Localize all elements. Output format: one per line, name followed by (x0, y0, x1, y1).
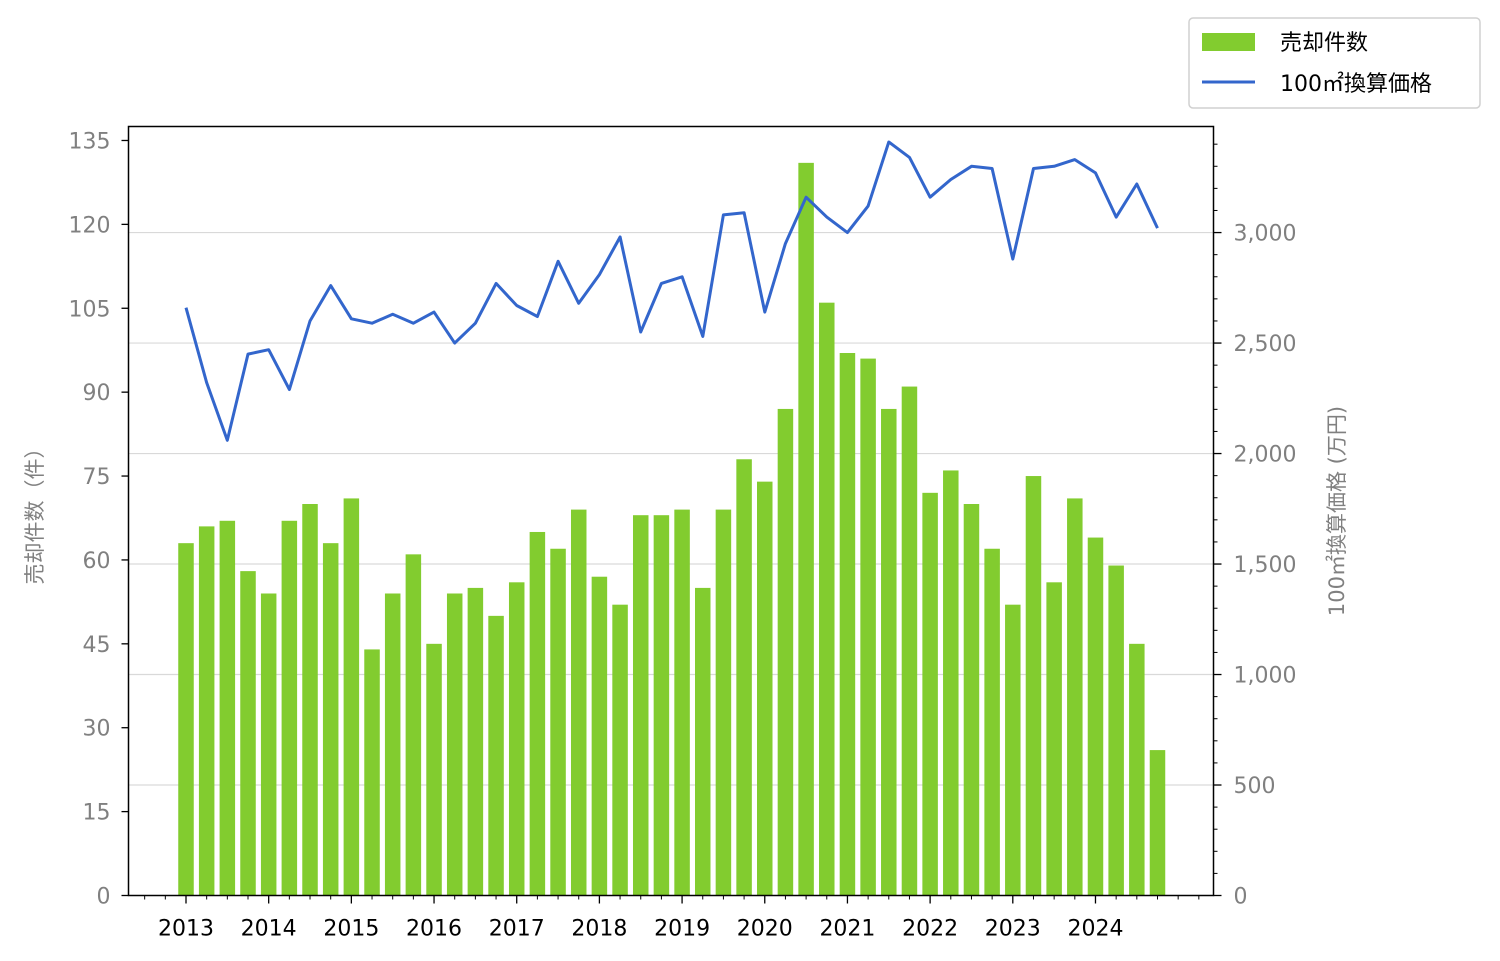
bar (364, 649, 380, 896)
x-tick-label: 2018 (571, 917, 627, 942)
legend-bar-label: 売却件数 (1280, 31, 1368, 56)
bar (405, 554, 422, 896)
bar (343, 498, 360, 896)
bar (653, 515, 670, 896)
right-axis: 0 500 1,000 1,500 2,000 2,500 3,000 (1213, 143, 1297, 910)
x-tick-label: 2019 (654, 917, 710, 942)
right-axis-label: 100㎡換算価格 (万円) (1325, 406, 1349, 616)
x-tick-label: 2015 (323, 917, 379, 942)
left-axis: 0 15 30 45 60 75 90 105 120 135 (69, 129, 129, 910)
x-tick-label: 2020 (737, 917, 793, 942)
legend-bar-swatch (1202, 33, 1255, 51)
bar (1025, 476, 1042, 896)
right-tick-label: 2,500 (1234, 332, 1297, 357)
bar (1046, 582, 1062, 896)
bar (715, 509, 732, 896)
left-tick-label: 75 (83, 465, 111, 490)
left-tick-label: 0 (97, 885, 111, 910)
bar (736, 459, 752, 896)
bar (695, 587, 711, 896)
bar (798, 162, 814, 896)
bar (260, 593, 277, 896)
bar (198, 526, 215, 896)
bar (467, 587, 484, 896)
bar (550, 548, 566, 896)
x-tick-label: 2022 (902, 917, 958, 942)
bar (570, 509, 587, 896)
right-tick-label: 2,000 (1234, 443, 1297, 468)
plot-frame (127, 125, 1215, 897)
left-tick-label: 90 (83, 381, 111, 406)
series-line (184, 140, 1159, 442)
bar (1149, 750, 1166, 896)
bar (1108, 565, 1124, 896)
bar (839, 353, 856, 896)
x-tick-label: 2021 (819, 917, 875, 942)
legend-box (1188, 17, 1481, 109)
x-tick-label: 2016 (406, 917, 462, 942)
bar (632, 515, 649, 896)
bar (178, 543, 194, 896)
left-tick-label: 120 (69, 213, 111, 238)
bar (943, 470, 959, 896)
bar (963, 504, 980, 896)
bar (508, 582, 525, 896)
left-tick-label: 105 (69, 297, 111, 322)
bar (488, 615, 504, 896)
left-tick-label: 60 (83, 549, 111, 574)
x-tick-label: 2017 (489, 917, 545, 942)
bar (757, 481, 773, 896)
x-axis: 2013 2014 2015 2016 2017 2018 2019 2020 2021 2022… (144, 895, 1200, 942)
legend: 売却件数 100㎡換算価格 (1188, 17, 1481, 109)
bar (384, 593, 401, 896)
bar (674, 509, 690, 896)
right-tick-label: 3,000 (1234, 222, 1297, 247)
bar (777, 408, 794, 896)
bar (219, 520, 236, 896)
right-tick-label: 500 (1234, 774, 1276, 799)
bar (426, 643, 442, 896)
bar (860, 358, 876, 896)
bar-series (178, 162, 1166, 896)
bar (302, 504, 318, 896)
right-tick-label: 0 (1234, 885, 1248, 910)
right-tick-label: 1,000 (1234, 664, 1297, 689)
bar (240, 571, 256, 896)
bar (881, 408, 897, 896)
x-tick-label: 2023 (985, 917, 1041, 942)
legend-line-label: 100㎡換算価格 (1280, 71, 1432, 97)
bar (819, 302, 835, 896)
bar (922, 492, 938, 896)
left-tick-label: 45 (83, 633, 111, 658)
bar (446, 593, 463, 896)
left-axis-label: 売却件数（件） (23, 438, 47, 585)
bar (322, 543, 339, 896)
bar (281, 520, 298, 896)
bar (1129, 643, 1145, 896)
right-tick-label: 1,500 (1234, 553, 1297, 578)
line-series (184, 140, 1159, 442)
bar (1005, 604, 1021, 896)
bar (984, 548, 1000, 896)
left-tick-label: 15 (83, 801, 111, 826)
x-tick-label: 2013 (158, 917, 214, 942)
bar (901, 386, 918, 896)
bar (1067, 498, 1083, 896)
bar (591, 576, 608, 896)
x-tick-label: 2014 (241, 917, 297, 942)
left-tick-label: 135 (69, 129, 111, 154)
left-tick-label: 30 (83, 717, 111, 742)
bar (1087, 537, 1104, 896)
bar (612, 604, 628, 896)
bar (529, 531, 546, 896)
x-tick-label: 2024 (1067, 917, 1123, 942)
